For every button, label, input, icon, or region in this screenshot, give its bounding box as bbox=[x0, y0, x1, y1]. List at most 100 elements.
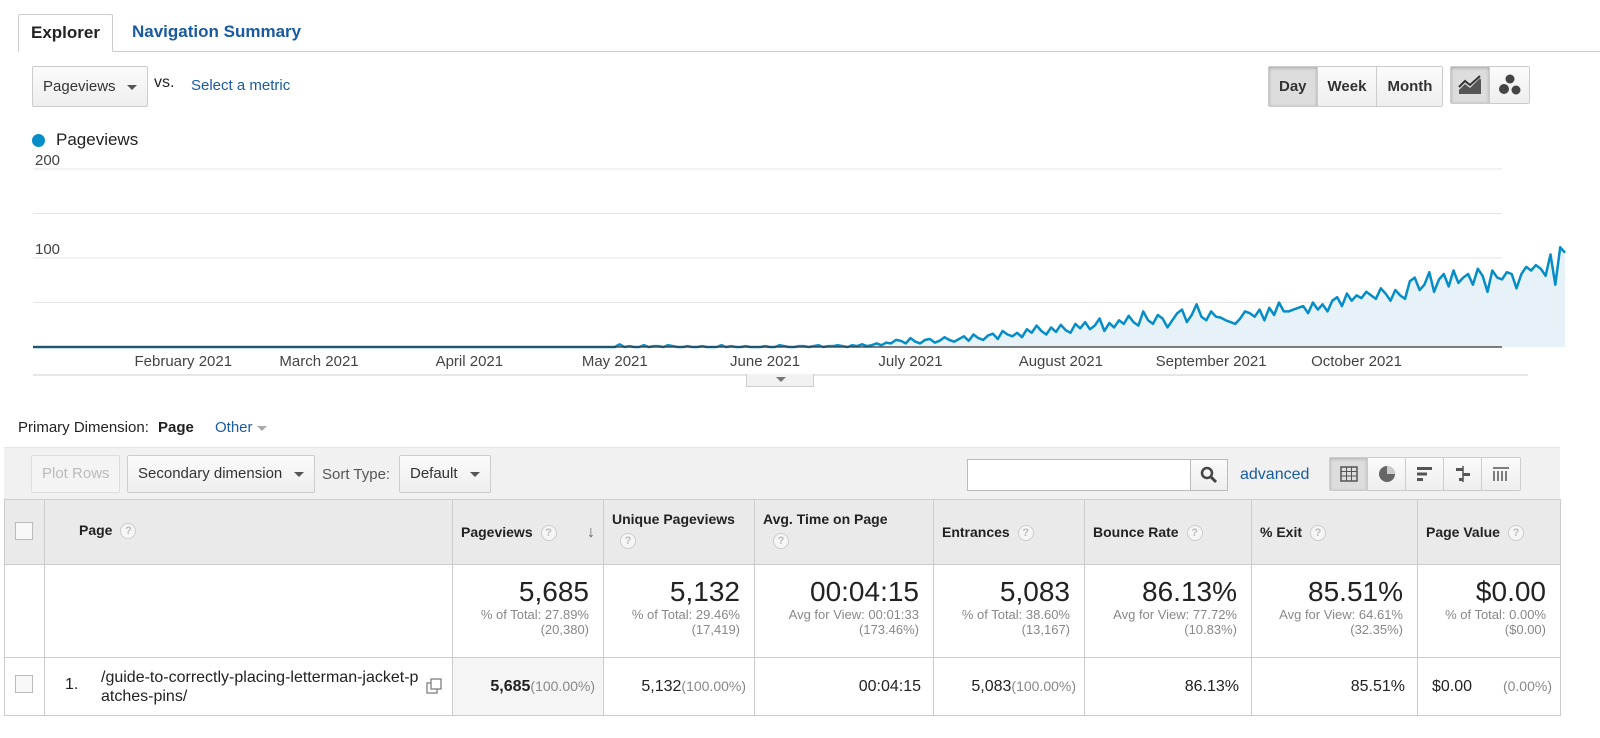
period-week-button[interactable]: Week bbox=[1317, 67, 1378, 106]
row-unique-pageviews: 5,132(100.00%) bbox=[603, 657, 755, 716]
tab-explorer[interactable]: Explorer bbox=[18, 14, 113, 52]
total-subtext: (173.46%) bbox=[859, 622, 919, 637]
legend-label: Pageviews bbox=[56, 130, 139, 149]
line-chart-icon[interactable] bbox=[1451, 67, 1490, 103]
row-page-value-pct: (0.00%) bbox=[1502, 677, 1552, 694]
sort-descending-icon: ↓ bbox=[587, 524, 595, 541]
header-exit[interactable]: % Exit? bbox=[1251, 499, 1418, 565]
header-page-value[interactable]: Page Value? bbox=[1417, 499, 1561, 565]
header-pageviews-label: Pageviews bbox=[461, 524, 533, 540]
secondary-dimension-select[interactable]: Secondary dimension bbox=[127, 455, 315, 493]
header-pageviews[interactable]: Pageviews? ↓ bbox=[452, 499, 604, 565]
header-entrances[interactable]: Entrances? bbox=[933, 499, 1085, 565]
row-page-cell: 1. /guide-to-correctly-placing-letterman… bbox=[44, 657, 453, 716]
plot-rows-button[interactable]: Plot Rows bbox=[31, 455, 120, 493]
header-exit-label: % Exit bbox=[1260, 524, 1303, 540]
report-table: Page? Pageviews? ↓ Unique Pageviews? Avg.… bbox=[4, 499, 1561, 716]
total-page-value: $0.00% of Total: 0.00% ($0.00) bbox=[1417, 564, 1561, 658]
select-all-cell bbox=[4, 499, 45, 565]
row-avg-time: 00:04:15 bbox=[754, 657, 934, 716]
data-table-view-icon[interactable] bbox=[1330, 458, 1368, 490]
row-unique-pageviews-value: 5,132 bbox=[641, 677, 682, 695]
help-icon[interactable]: ? bbox=[773, 533, 789, 549]
table-row: 1. /guide-to-correctly-placing-letterman… bbox=[4, 657, 1561, 716]
motion-chart-icon[interactable] bbox=[1490, 67, 1529, 103]
total-subtext: (13,167) bbox=[1021, 622, 1070, 637]
row-entrances: 5,083(100.00%) bbox=[933, 657, 1085, 716]
row-checkbox[interactable] bbox=[15, 675, 33, 693]
period-day-button[interactable]: Day bbox=[1269, 67, 1318, 106]
primary-dimension: Primary Dimension: Page Other bbox=[18, 419, 267, 436]
period-month-button[interactable]: Month bbox=[1377, 67, 1443, 106]
row-pageviews-pct: (100.00%) bbox=[530, 677, 595, 694]
header-unique-pageviews[interactable]: Unique Pageviews? bbox=[603, 499, 755, 565]
period-toggle: Day Week Month bbox=[1268, 66, 1444, 107]
help-icon[interactable]: ? bbox=[620, 533, 636, 549]
table-header-row: Page? Pageviews? ↓ Unique Pageviews? Avg.… bbox=[4, 499, 1561, 565]
bar-chart-view-icon[interactable] bbox=[1406, 458, 1444, 490]
x-tick-label: September 2021 bbox=[1156, 353, 1267, 370]
header-page[interactable]: Page? bbox=[44, 499, 453, 565]
tab-navigation-summary[interactable]: Navigation Summary bbox=[132, 22, 302, 41]
pageviews-chart: 100 200 February 2021 March 2021 April 2021 M… bbox=[33, 152, 1566, 376]
search-button[interactable] bbox=[1190, 459, 1228, 491]
header-avg-time[interactable]: Avg. Time on Page? bbox=[754, 499, 934, 565]
total-subtext: Avg for View: 00:01:33 bbox=[788, 607, 919, 622]
advanced-filter-link[interactable]: advanced bbox=[1240, 466, 1310, 483]
total-bounce-rate: 86.13% Avg for View: 77.72% (10.83%) bbox=[1084, 564, 1252, 658]
header-page-value-label: Page Value bbox=[1426, 524, 1500, 540]
total-subtext: (10.83%) bbox=[1184, 622, 1237, 637]
row-bounce-rate: 86.13% bbox=[1084, 657, 1252, 716]
table-search-input[interactable] bbox=[967, 459, 1191, 491]
sort-type-label: Sort Type: bbox=[322, 466, 391, 483]
x-tick-label: March 2021 bbox=[279, 353, 358, 370]
chevron-down-icon bbox=[256, 425, 267, 431]
select-all-checkbox[interactable] bbox=[15, 522, 33, 540]
header-unique-pageviews-label: Unique Pageviews bbox=[612, 511, 735, 527]
help-icon[interactable]: ? bbox=[1310, 525, 1327, 542]
total-subtext: % of Total: 0.00% bbox=[1445, 607, 1546, 622]
total-value: 86.13% bbox=[1142, 576, 1237, 607]
chart-collapse-handle[interactable] bbox=[746, 374, 814, 387]
help-icon[interactable]: ? bbox=[540, 525, 557, 542]
row-checkbox-cell bbox=[4, 657, 45, 716]
chevron-down-icon bbox=[127, 85, 137, 90]
total-avg-time: 00:04:15 Avg for View: 00:01:33 (173.46%) bbox=[754, 564, 934, 658]
row-exit-value: 85.51% bbox=[1350, 677, 1405, 695]
row-pageviews: 5,685(100.00%) bbox=[452, 657, 604, 716]
vs-label: vs. bbox=[154, 74, 175, 91]
secondary-dimension-label: Secondary dimension bbox=[138, 465, 283, 482]
totals-empty bbox=[44, 564, 453, 658]
y-tick-label: 100 bbox=[35, 241, 60, 258]
pivot-view-icon[interactable] bbox=[1482, 458, 1520, 490]
row-page-link[interactable]: /guide-to-correctly-placing-letterman-ja… bbox=[101, 668, 419, 705]
help-icon[interactable]: ? bbox=[1186, 525, 1203, 542]
metric-select[interactable]: Pageviews bbox=[32, 66, 148, 107]
dimension-page[interactable]: Page bbox=[158, 419, 194, 436]
chart-legend: Pageviews bbox=[32, 130, 138, 150]
help-icon[interactable]: ? bbox=[120, 523, 137, 540]
pie-chart-view-icon[interactable] bbox=[1368, 458, 1406, 490]
total-value: 00:04:15 bbox=[810, 576, 919, 607]
row-bounce-rate-value: 86.13% bbox=[1184, 677, 1239, 695]
report-tabs: Explorer Navigation Summary bbox=[18, 14, 1600, 52]
select-metric-link[interactable]: Select a metric bbox=[191, 77, 291, 94]
total-subtext: % of Total: 38.60% bbox=[961, 607, 1070, 622]
x-tick-label: July 2021 bbox=[878, 353, 942, 370]
legend-dot bbox=[32, 133, 45, 147]
totals-empty bbox=[4, 564, 45, 658]
help-icon[interactable]: ? bbox=[1507, 525, 1524, 542]
total-value: 85.51% bbox=[1308, 576, 1403, 607]
total-exit: 85.51% Avg for View: 64.61% (32.35%) bbox=[1251, 564, 1418, 658]
chart-type-toggle bbox=[1450, 66, 1530, 104]
help-icon[interactable]: ? bbox=[1017, 525, 1034, 542]
total-subtext: Avg for View: 64.61% bbox=[1279, 607, 1403, 622]
dimension-other[interactable]: Other bbox=[215, 419, 267, 436]
x-tick-label: May 2021 bbox=[582, 353, 648, 370]
sort-type-select[interactable]: Default bbox=[399, 455, 491, 493]
open-in-new-window-icon[interactable] bbox=[426, 678, 442, 694]
comparison-view-icon[interactable] bbox=[1444, 458, 1482, 490]
header-bounce-rate[interactable]: Bounce Rate? bbox=[1084, 499, 1252, 565]
x-tick-label: October 2021 bbox=[1311, 353, 1402, 370]
header-page-label: Page bbox=[79, 522, 113, 538]
